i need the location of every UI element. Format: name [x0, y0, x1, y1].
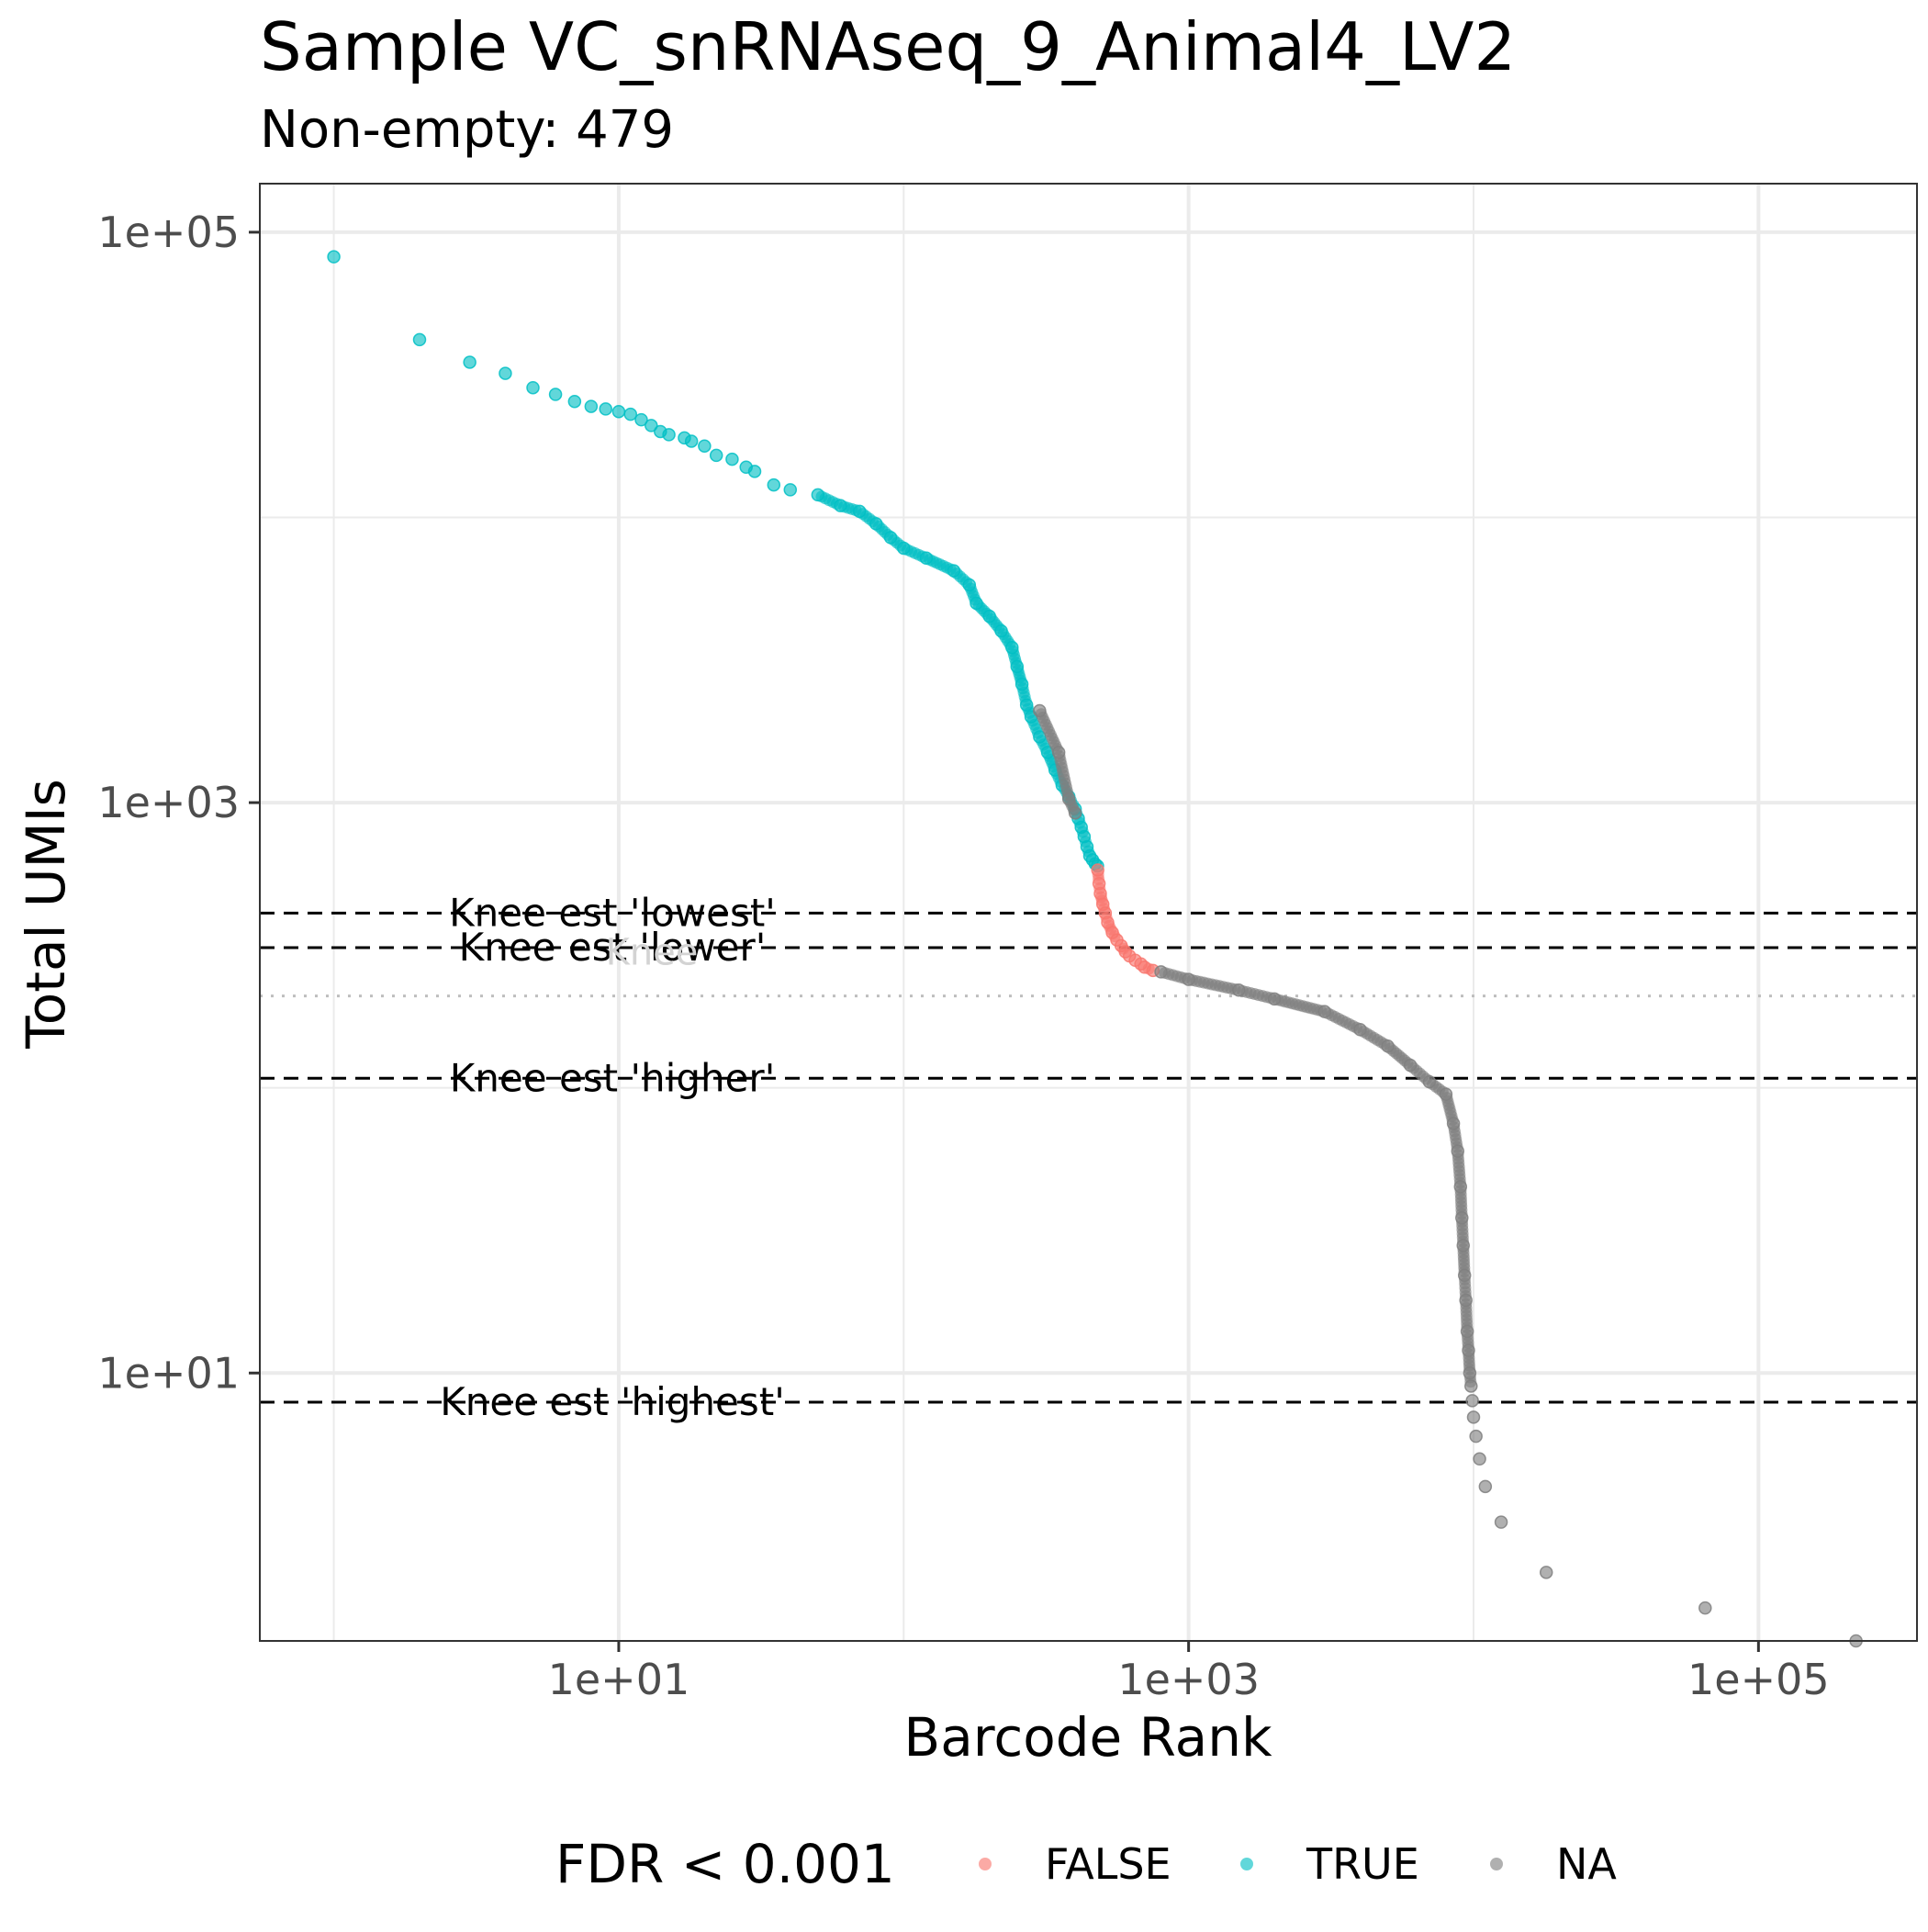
legend-label-false: FALSE — [1045, 1839, 1171, 1889]
data-point — [783, 483, 798, 497]
y-axis-ticks: 1e+01 1e+03 1e+05 — [97, 208, 260, 1398]
data-point — [709, 448, 723, 463]
x-tick-label: 1e+01 — [548, 1655, 690, 1704]
x-tick-label: 1e+03 — [1117, 1655, 1260, 1704]
knee-estimate-label: Knee est 'lower' — [459, 925, 767, 970]
data-point — [662, 428, 676, 442]
data-point — [1469, 1429, 1483, 1443]
plot-border — [259, 183, 1918, 1642]
data-point — [1465, 1394, 1479, 1408]
data-point — [567, 394, 582, 409]
data-point — [1494, 1515, 1508, 1529]
data-point — [1464, 1379, 1478, 1393]
legend: FDR < 0.001 FALSE TRUE NA — [555, 1833, 1617, 1895]
knee-annotations: Knee est 'lowest'Knee est 'lower' Knee es… — [440, 890, 785, 1424]
data-point — [623, 407, 638, 421]
y-tick-label: 1e+03 — [97, 778, 240, 827]
x-tick-label: 1e+05 — [1687, 1655, 1830, 1704]
data-point — [1478, 1479, 1493, 1494]
data-point — [412, 332, 427, 347]
y-axis-label: Total UMIs — [15, 779, 77, 1050]
data-point — [1068, 806, 1082, 820]
chart-title: Sample VC_snRNAseq_9_Animal4_LV2 — [260, 8, 1516, 85]
legend-key-na — [1490, 1858, 1503, 1870]
x-axis-label: Barcode Rank — [903, 1706, 1272, 1769]
y-tick-label: 1e+01 — [97, 1348, 240, 1398]
data-point — [1466, 1410, 1481, 1424]
data-point — [698, 439, 712, 453]
data-point — [499, 366, 512, 380]
data-point — [767, 477, 781, 492]
x-axis-ticks: 1e+01 1e+03 1e+05 — [548, 1641, 1830, 1704]
legend-title: FDR < 0.001 — [555, 1833, 895, 1895]
knee-estimate-label: Knee est 'lowest' — [449, 890, 776, 935]
data-point — [1698, 1601, 1712, 1615]
legend-label-true: TRUE — [1306, 1839, 1419, 1889]
knee-reference-lines — [260, 911, 1917, 1404]
data-point — [634, 412, 648, 427]
data-points — [327, 250, 1863, 1648]
data-point — [584, 399, 599, 413]
data-point — [463, 355, 476, 369]
data-point — [611, 404, 626, 419]
knee-estimate-label: Knee est 'higher' — [450, 1055, 776, 1100]
legend-key-true — [1240, 1858, 1253, 1870]
knee-estimate-label: Knee est 'highest' — [440, 1379, 785, 1424]
data-point — [327, 250, 341, 264]
data-point — [599, 402, 612, 416]
data-point — [645, 419, 658, 432]
legend-key-false — [979, 1858, 992, 1870]
data-point — [1473, 1452, 1486, 1466]
knee-label: Knee — [606, 932, 699, 974]
y-tick-label: 1e+05 — [97, 208, 240, 257]
data-point — [747, 465, 762, 478]
data-point — [526, 380, 540, 395]
chart-subtitle: Non-empty: 479 — [260, 100, 674, 160]
data-point — [684, 434, 699, 448]
legend-label-na: NA — [1556, 1839, 1617, 1889]
data-point — [725, 452, 739, 466]
data-point — [548, 388, 563, 401]
data-point — [1539, 1566, 1553, 1579]
